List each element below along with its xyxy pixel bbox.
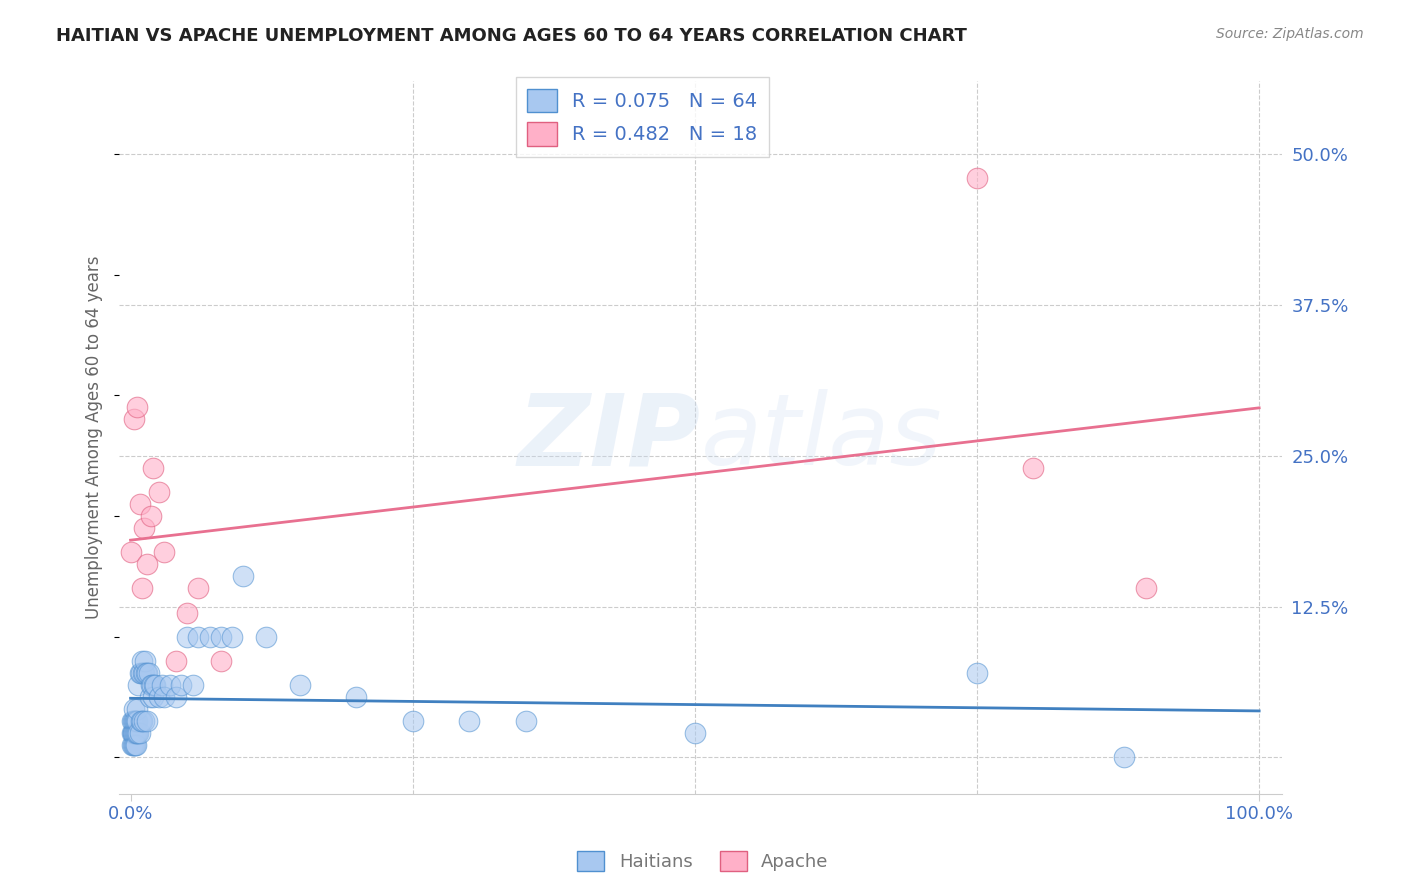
Y-axis label: Unemployment Among Ages 60 to 64 years: Unemployment Among Ages 60 to 64 years — [86, 256, 103, 619]
Point — [181, 678, 204, 692]
Point — [122, 739, 145, 753]
Point — [515, 714, 537, 729]
Point — [138, 665, 160, 680]
Point — [153, 690, 176, 705]
Point — [142, 460, 165, 475]
Point — [122, 702, 145, 716]
Point — [176, 606, 198, 620]
Point — [209, 654, 232, 668]
Point — [127, 702, 149, 716]
Point — [131, 714, 153, 729]
Point — [128, 497, 150, 511]
Point — [176, 630, 198, 644]
Point — [121, 714, 143, 729]
Point — [344, 690, 367, 705]
Point — [232, 569, 254, 583]
Legend: R = 0.075   N = 64, R = 0.482   N = 18: R = 0.075 N = 64, R = 0.482 N = 18 — [516, 77, 769, 157]
Point — [127, 714, 149, 729]
Point — [121, 726, 143, 740]
Point — [121, 714, 143, 729]
Point — [136, 665, 159, 680]
Point — [125, 726, 148, 740]
Point — [121, 726, 143, 740]
Point — [121, 739, 143, 753]
Point — [132, 714, 155, 729]
Point — [153, 545, 176, 559]
Point — [683, 726, 706, 740]
Point — [1022, 460, 1045, 475]
Point — [254, 630, 277, 644]
Point — [143, 678, 166, 692]
Point — [1112, 750, 1135, 764]
Text: atlas: atlas — [700, 389, 942, 486]
Point — [132, 665, 155, 680]
Text: Source: ZipAtlas.com: Source: ZipAtlas.com — [1216, 27, 1364, 41]
Point — [128, 665, 150, 680]
Point — [966, 665, 988, 680]
Legend: Haitians, Apache: Haitians, Apache — [571, 844, 835, 879]
Point — [136, 714, 159, 729]
Text: ZIP: ZIP — [517, 389, 700, 486]
Point — [124, 714, 146, 729]
Point — [128, 726, 150, 740]
Point — [145, 678, 167, 692]
Point — [131, 582, 153, 596]
Point — [125, 739, 148, 753]
Point — [135, 665, 157, 680]
Point — [120, 545, 142, 559]
Point — [134, 654, 156, 668]
Point — [458, 714, 481, 729]
Point — [131, 654, 153, 668]
Point — [129, 714, 152, 729]
Point — [165, 654, 187, 668]
Point — [165, 690, 187, 705]
Point — [127, 726, 149, 740]
Point — [122, 726, 145, 740]
Point — [159, 678, 181, 692]
Point — [198, 630, 221, 644]
Point — [221, 630, 243, 644]
Point — [136, 558, 159, 572]
Point — [127, 726, 149, 740]
Point — [129, 665, 152, 680]
Point — [124, 726, 146, 740]
Point — [402, 714, 425, 729]
Point — [142, 690, 165, 705]
Point — [124, 739, 146, 753]
Point — [127, 401, 149, 415]
Point — [122, 714, 145, 729]
Point — [209, 630, 232, 644]
Point — [150, 678, 173, 692]
Point — [148, 690, 170, 705]
Text: HAITIAN VS APACHE UNEMPLOYMENT AMONG AGES 60 TO 64 YEARS CORRELATION CHART: HAITIAN VS APACHE UNEMPLOYMENT AMONG AGE… — [56, 27, 967, 45]
Point — [966, 171, 988, 186]
Point — [122, 412, 145, 426]
Point — [121, 739, 143, 753]
Point — [170, 678, 193, 692]
Point — [132, 521, 155, 535]
Point — [132, 665, 155, 680]
Point — [139, 690, 162, 705]
Point — [288, 678, 311, 692]
Point — [127, 678, 149, 692]
Point — [187, 582, 209, 596]
Point — [139, 678, 162, 692]
Point — [1135, 582, 1157, 596]
Point — [121, 726, 143, 740]
Point — [125, 714, 148, 729]
Point — [141, 678, 163, 692]
Point — [187, 630, 209, 644]
Point — [148, 484, 170, 499]
Point — [139, 509, 162, 524]
